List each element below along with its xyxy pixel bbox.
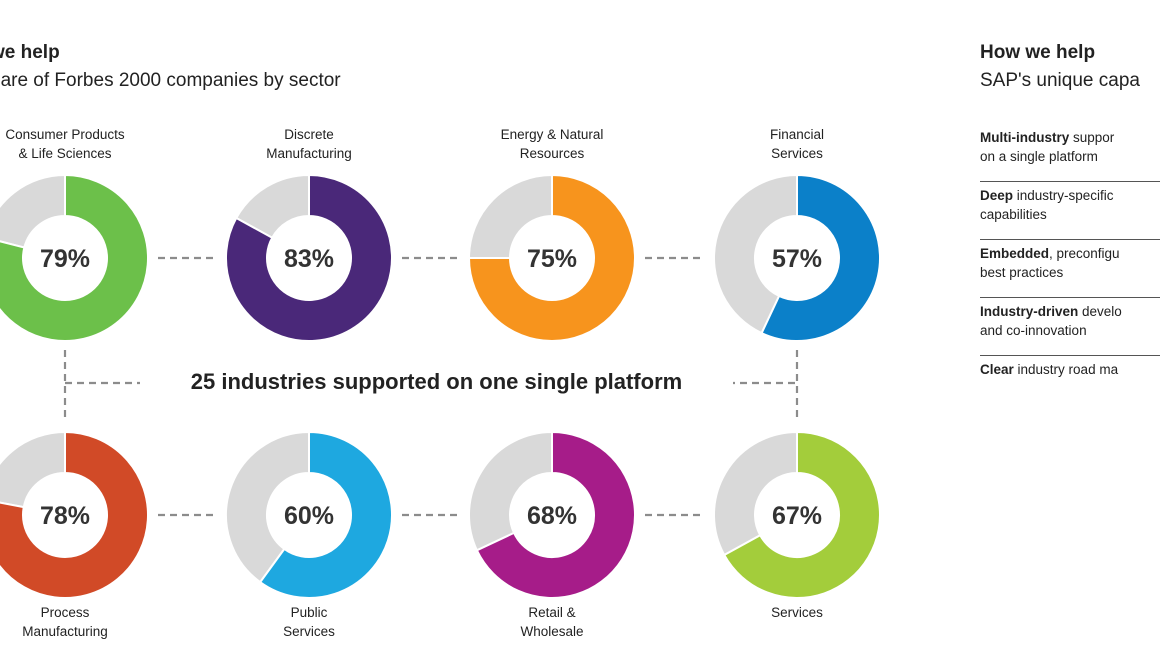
left-subtitle: hare of Forbes 2000 companies by sector bbox=[0, 70, 341, 91]
donut-remainder-slice bbox=[713, 430, 798, 557]
donut-category-label: Financial Services bbox=[697, 125, 897, 163]
donut-category-label: Energy & Natural Resources bbox=[452, 125, 652, 163]
donut-category-label-line: Manufacturing bbox=[266, 146, 352, 161]
donut-category-label-line: Process bbox=[40, 605, 90, 620]
donut-category-label-line: Services bbox=[771, 146, 823, 161]
capability-item: Clear industry road ma bbox=[980, 356, 1160, 414]
donut-chart-grid: 79% 83% 75% 57% 78% 60% 68% 67% Consumer Produc… bbox=[0, 125, 897, 641]
donut-percent-label: 79% bbox=[40, 245, 90, 273]
capability-bold: Industry-driven bbox=[980, 304, 1079, 319]
donut-value-slice bbox=[225, 173, 393, 342]
donut-percent-label: 60% bbox=[284, 502, 334, 530]
right-subtitle: SAP's unique capa bbox=[980, 70, 1140, 91]
donut-category-label-line: Wholesale bbox=[520, 624, 584, 639]
donut-category-label-line: & Life Sciences bbox=[18, 146, 112, 161]
donut-remainder-slice bbox=[0, 430, 66, 509]
donut-category-label-line: Consumer Products bbox=[5, 127, 125, 142]
capabilities-list: Multi-industry suppor on a single platfo… bbox=[980, 124, 1160, 414]
donut-category-label: Process Manufacturing bbox=[0, 603, 165, 641]
donut-value-slice bbox=[467, 173, 636, 342]
donut-value-slice bbox=[475, 430, 636, 599]
donut-category-label: Public Services bbox=[209, 603, 409, 641]
donut-chart-svg: 79% 83% 75% 57% 78% 60% 68% 67% bbox=[0, 173, 881, 599]
donut-category-label-line: Services bbox=[283, 624, 335, 639]
capability-line2: best practices bbox=[980, 265, 1064, 280]
donut-percent-label: 68% bbox=[527, 502, 577, 530]
donut-category-label-line: Energy & Natural bbox=[500, 127, 604, 142]
donut-category-label-line: Financial bbox=[769, 127, 825, 142]
donut-category-label: Retail & Wholesale bbox=[452, 603, 652, 641]
capability-bold: Embedded bbox=[980, 246, 1050, 261]
left-title: we help bbox=[0, 42, 60, 63]
donut-category-label-line: Resources bbox=[519, 146, 585, 161]
donut-percent-label: 67% bbox=[772, 502, 822, 530]
donut-remainder-slice bbox=[225, 430, 310, 584]
capability-line2: and co-innovation bbox=[980, 323, 1087, 338]
capability-item: Embedded, preconfigu best practices bbox=[980, 240, 1160, 298]
capability-line2: on a single platform bbox=[980, 149, 1098, 164]
donut-percent-label: 57% bbox=[772, 245, 822, 273]
donut-percent-label: 75% bbox=[527, 245, 577, 273]
capability-line2: capabilities bbox=[980, 207, 1047, 222]
donut-category-label-line: Public bbox=[290, 605, 328, 620]
capability-rest: suppor bbox=[1069, 130, 1115, 145]
donut-remainder-slice bbox=[713, 173, 798, 335]
donut-category-label-line: Manufacturing bbox=[22, 624, 108, 639]
donut-value-slice bbox=[0, 173, 149, 342]
capability-rest: , preconfigu bbox=[1049, 246, 1120, 261]
capability-item: Industry-driven develo and co-innovation bbox=[980, 298, 1160, 356]
donut-percent-label: 78% bbox=[40, 502, 90, 530]
donut-category-label: Services bbox=[697, 603, 897, 622]
donut-value-slice bbox=[722, 430, 881, 599]
donut-category-label: Consumer Products & Life Sciences bbox=[0, 125, 165, 163]
donut-category-label: Discrete Manufacturing bbox=[209, 125, 409, 163]
right-title: How we help bbox=[980, 42, 1096, 63]
platform-banner: 25 industries supported on one single pl… bbox=[140, 369, 733, 395]
donut-value-slice bbox=[0, 430, 149, 599]
capability-bold: Multi-industry bbox=[980, 130, 1070, 145]
capability-rest: industry road ma bbox=[1013, 362, 1119, 377]
donut-value-slice bbox=[258, 430, 393, 599]
capability-item: Deep industry-specific capabilities bbox=[980, 182, 1160, 240]
donut-percent-label: 83% bbox=[284, 245, 334, 273]
donut-category-label-line: Retail & bbox=[528, 605, 576, 620]
donut-remainder-slice bbox=[467, 173, 553, 259]
donut-category-label-line: Services bbox=[771, 605, 823, 620]
capability-rest: develo bbox=[1078, 304, 1122, 319]
capability-bold: Clear bbox=[980, 362, 1014, 377]
donut-value-slice bbox=[760, 173, 881, 342]
donut-category-label-line: Discrete bbox=[284, 127, 334, 142]
capability-rest: industry-specific bbox=[1013, 188, 1114, 203]
donut-remainder-slice bbox=[0, 173, 66, 249]
capability-bold: Deep bbox=[980, 188, 1014, 203]
donut-remainder-slice bbox=[468, 430, 553, 552]
capability-item: Multi-industry suppor on a single platfo… bbox=[980, 124, 1160, 182]
